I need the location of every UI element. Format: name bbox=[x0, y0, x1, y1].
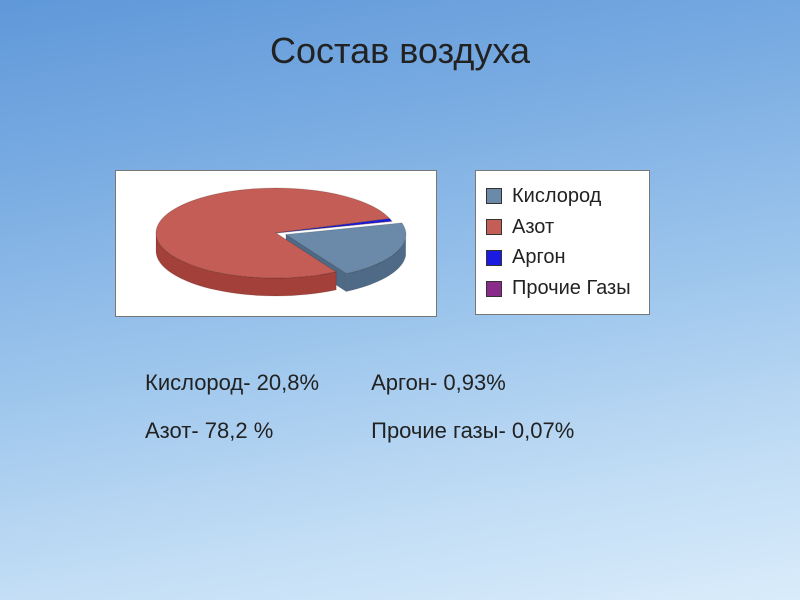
swatch-icon bbox=[486, 219, 502, 235]
legend-label: Азот bbox=[512, 216, 554, 239]
data-value: Азот- 78,2 % bbox=[145, 418, 365, 444]
data-value: Прочие газы- 0,07% bbox=[371, 418, 574, 444]
pie-chart-container bbox=[115, 170, 437, 317]
slide: Состав воздуха Кислород Азот Аргон Прочи… bbox=[0, 0, 800, 600]
legend: Кислород Азот Аргон Прочие Газы bbox=[475, 170, 650, 315]
legend-item: Аргон bbox=[486, 246, 639, 269]
data-value: Кислород- 20,8% bbox=[145, 370, 365, 396]
legend-label: Кислород bbox=[512, 185, 601, 208]
swatch-icon bbox=[486, 250, 502, 266]
data-summary: Кислород- 20,8% Аргон- 0,93% Азот- 78,2 … bbox=[145, 370, 574, 466]
legend-label: Прочие Газы bbox=[512, 277, 631, 300]
swatch-icon bbox=[486, 281, 502, 297]
legend-label: Аргон bbox=[512, 246, 566, 269]
data-row: Азот- 78,2 % Прочие газы- 0,07% bbox=[145, 418, 574, 444]
swatch-icon bbox=[486, 188, 502, 204]
page-title: Состав воздуха bbox=[0, 30, 800, 72]
data-value: Аргон- 0,93% bbox=[371, 370, 506, 396]
legend-item: Кислород bbox=[486, 185, 639, 208]
pie-chart bbox=[116, 171, 436, 316]
legend-item: Азот bbox=[486, 216, 639, 239]
data-row: Кислород- 20,8% Аргон- 0,93% bbox=[145, 370, 574, 396]
legend-item: Прочие Газы bbox=[486, 277, 639, 300]
